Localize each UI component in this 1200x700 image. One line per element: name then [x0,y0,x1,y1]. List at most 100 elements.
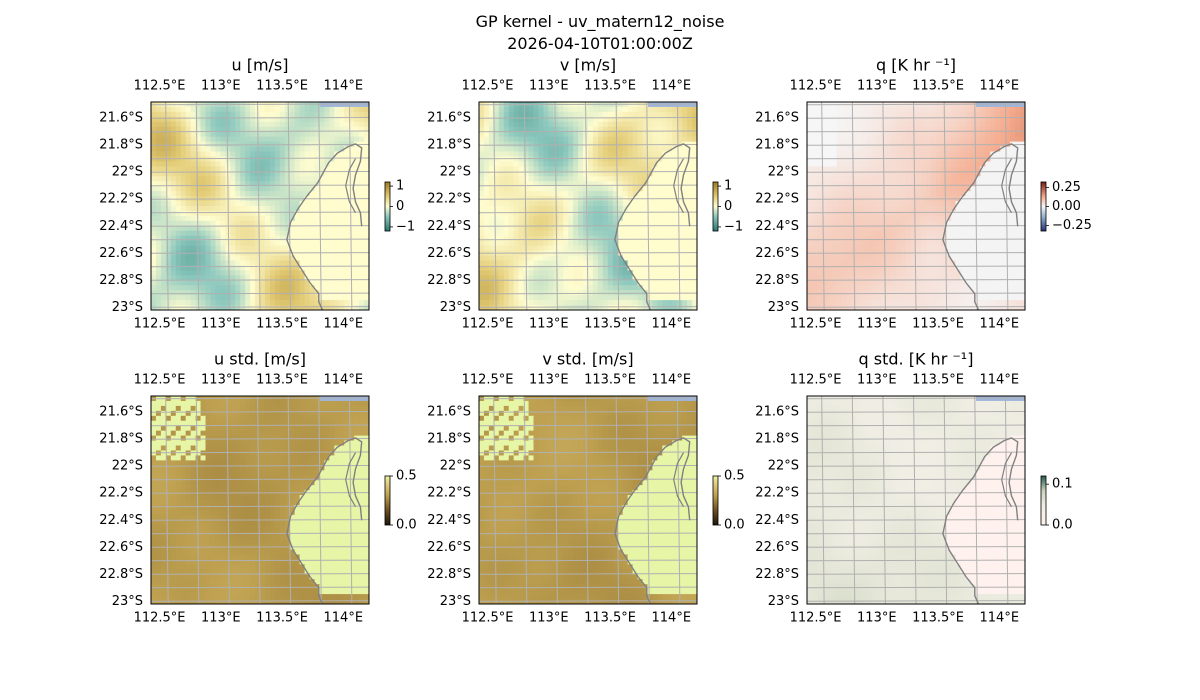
heatmap-cell [334,171,340,177]
heatmap-cell [1000,171,1006,177]
heatmap-cell [225,255,231,262]
heatmap-cell [309,240,316,247]
heatmap-cell [558,116,564,123]
heatmap-cell [925,181,932,187]
heatmap-cell [578,280,584,286]
heatmap-cell [165,210,172,217]
heatmap-cell [592,136,599,143]
heatmap-cell [1005,176,1011,182]
heatmap-cell [314,136,321,143]
heatmap-cell [871,126,877,133]
heatmap-cell [339,305,345,310]
heatmap-cell [543,136,549,143]
heatmap-cell [304,255,311,262]
heatmap-cell [940,106,947,113]
heatmap-cell [612,280,619,286]
heatmap-cell [940,121,947,128]
heatmap-cell [359,255,365,262]
heatmap-cell [597,166,604,172]
heatmap-cell [553,240,559,247]
heatmap-cell [846,131,853,138]
heatmap-cell [175,255,182,262]
map-panel-u: u [m/s]112.5°E112.5°E113°E113°E113.5°E11… [99,56,415,332]
heatmap-cell [309,146,316,153]
heatmap-cell [548,285,554,291]
heatmap-cell [816,161,823,167]
heatmap-cell [935,201,942,207]
heatmap-cell [548,116,554,123]
heatmap-cell [200,156,207,163]
heatmap-cell [334,295,340,301]
heatmap-cell [195,186,202,192]
heatmap-cell [573,106,579,113]
heatmap-cell [985,146,991,153]
lat-tick-label: 22.8°S [427,273,471,288]
heatmap-cell [578,161,584,167]
heatmap-cell [210,111,216,118]
heatmap-cell [583,305,589,310]
heatmap-cell [965,181,972,187]
heatmap-cell [260,295,266,301]
heatmap-cell [235,220,241,227]
heatmap-cell [523,191,530,197]
heatmap-cell [846,141,853,148]
heatmap-cell [588,255,594,262]
heatmap-cell [190,166,197,172]
lon-tick-label-bottom: 114°E [324,317,364,332]
heatmap-cell [299,116,306,123]
heatmap-cell [692,201,697,207]
heatmap-cell [498,126,505,133]
heatmap-cell [245,245,251,252]
heatmap-cell [205,131,212,138]
heatmap-cell [289,161,296,167]
heatmap-cell [821,166,828,172]
heatmap-cell [279,106,286,113]
lon-tick-label-top: 113°E [201,79,241,94]
heatmap-cell [682,151,688,158]
heatmap-cell [602,210,609,217]
heatmap-cell [240,166,246,172]
heatmap-cell [180,156,187,163]
heatmap-cell [339,131,345,138]
heatmap-cell [911,201,917,207]
heatmap-cell [881,106,887,113]
heatmap-cell [980,206,986,212]
heatmap-cell [155,146,162,153]
heatmap-cell [677,255,683,262]
heatmap-cell [563,290,569,296]
heatmap-cell [811,151,818,158]
heatmap-cell [220,131,226,138]
heatmap-cell [871,225,877,232]
heatmap-cell [513,171,520,177]
heatmap-cell [925,106,932,113]
heatmap-cell [488,285,495,291]
parallel-line [151,252,369,254]
heatmap-cell [533,201,540,207]
heatmap-cell [294,181,301,187]
heatmap-cell [886,206,892,212]
heatmap-cell [970,171,977,177]
heatmap-cell [528,210,535,217]
heatmap-cell [260,126,266,133]
heatmap-cell [235,116,241,123]
heatmap-cell [170,235,177,242]
heatmap-cell [692,285,697,291]
heatmap-cell [682,186,688,192]
heatmap-cell [896,220,902,227]
heatmap-cell [498,146,505,153]
heatmap-cell [617,300,624,306]
heatmap-cell [602,300,609,306]
heatmap-cell [175,275,182,281]
heatmap-cell [821,106,828,113]
heatmap-cell [548,161,554,167]
heatmap-cell [488,206,495,212]
heatmap-cell [190,156,197,163]
heatmap-cell [180,300,187,306]
heatmap-cell [861,171,868,177]
heatmap-cell [692,280,697,286]
heatmap-cell [324,275,330,281]
heatmap-cell [260,275,266,281]
heatmap-cell [220,156,226,163]
heatmap-cell [215,126,221,133]
heatmap-cell [851,215,858,222]
